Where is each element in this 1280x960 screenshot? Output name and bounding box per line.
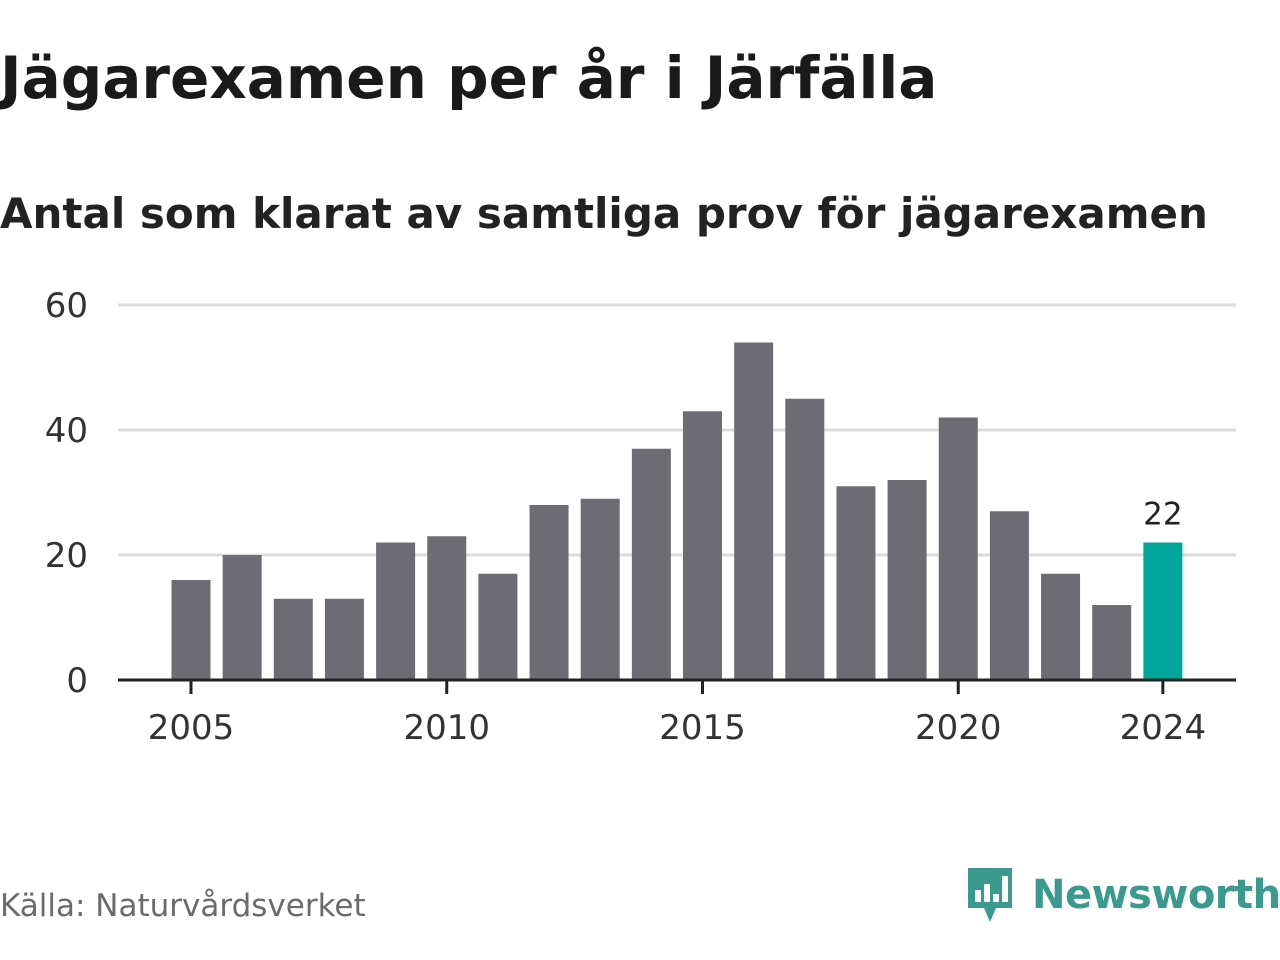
bar-2020 [938, 417, 978, 680]
bar-2019 [887, 480, 927, 680]
gridlines [118, 303, 1236, 557]
bar-2006 [222, 555, 262, 680]
bar-2009 [376, 542, 416, 680]
bar-2018 [836, 486, 876, 680]
x-tick-label: 2010 [403, 708, 490, 748]
y-tick-label: 60 [45, 286, 88, 326]
bar-2016 [734, 342, 774, 680]
bar-2022 [1041, 573, 1081, 680]
source-note: Källa: Naturvårdsverket [0, 888, 366, 924]
data-label-2024: 22 [1143, 497, 1182, 533]
bar-2011 [478, 573, 518, 680]
y-tick-label: 20 [45, 536, 88, 576]
bar-2015 [683, 411, 722, 680]
y-tick-label: 0 [66, 661, 88, 701]
bar-2007 [273, 598, 313, 680]
bar-2008 [324, 598, 364, 680]
bar-2010 [427, 536, 467, 680]
bars [171, 342, 1183, 680]
y-tick-label: 40 [45, 411, 88, 451]
bar-2013 [580, 498, 620, 680]
x-axis [118, 678, 1236, 694]
x-tick-label: 2024 [1120, 708, 1207, 748]
brand-logo: Newsworthy [964, 862, 1280, 928]
x-tick-label: 2005 [148, 708, 235, 748]
bar-2021 [989, 511, 1029, 680]
bar-2023 [1092, 605, 1132, 680]
chart-subtitle: Antal som klarat av samtliga prov för jä… [0, 189, 1208, 238]
bar-2017 [785, 398, 825, 680]
x-tick-label: 2015 [659, 708, 746, 748]
chart-title: Jägarexamen per år i Järfälla [0, 44, 938, 112]
bar-2024 [1143, 542, 1183, 680]
x-tick-label: 2020 [915, 708, 1002, 748]
y-axis-tick-labels: 0 20 40 60 [45, 286, 88, 701]
brand-name: Newsworthy [1032, 872, 1280, 918]
bar-2012 [529, 505, 569, 680]
newsworthy-logo-icon [968, 868, 1012, 922]
bar-2005 [171, 580, 211, 680]
bar-2014 [631, 448, 671, 680]
x-axis-tick-labels: 2005 2010 2015 2020 2024 [148, 708, 1206, 748]
data-labels: 22 [1143, 497, 1182, 533]
